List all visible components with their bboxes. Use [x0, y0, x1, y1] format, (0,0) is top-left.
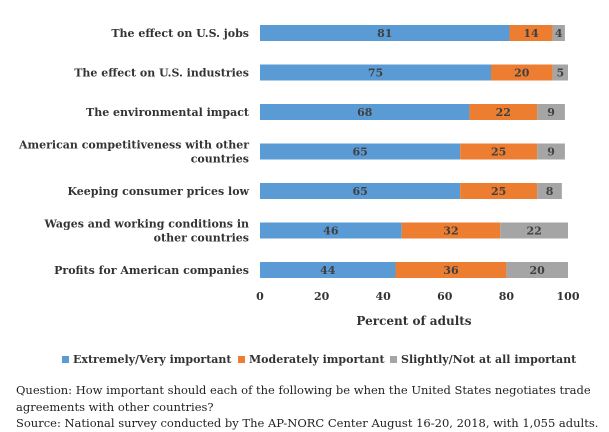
bar-wages-and-working-conditions-in-other-countries-slightly-not-at-all-important	[500, 222, 568, 239]
data-label-profits-for-american-companies-extremely-very-important: 44	[320, 264, 336, 277]
legend-label-slightly-not-at-all-important: Slightly/Not at all important	[401, 353, 577, 366]
data-label-the-environmental-impact-extremely-very-important: 68	[357, 106, 373, 119]
data-label-the-effect-on-u-s-industries-extremely-very-important: 75	[368, 67, 383, 80]
question-note: Question: How important should each of t…	[16, 383, 591, 414]
data-label-profits-for-american-companies-moderately-important: 36	[443, 264, 459, 277]
data-label-wages-and-working-conditions-in-other-countries-moderately-important: 32	[443, 225, 458, 238]
data-label-the-environmental-impact-moderately-important: 22	[496, 106, 511, 119]
category-label-american-competitiveness-with-other-countries: American competitiveness with other count…	[18, 139, 249, 166]
bar-the-environmental-impact-slightly-not-at-all-important	[537, 104, 565, 120]
bars: 81 14 4 75 20 5 68 22 9 65 25 9 65 25 8 46 32 22 44 36 20	[260, 25, 568, 278]
bar-wages-and-working-conditions-in-other-countries-extremely-very-important	[260, 222, 402, 239]
x-axis-title: Percent of adults	[356, 314, 471, 328]
data-label-the-environmental-impact-slightly-not-at-all-important: 9	[547, 106, 555, 119]
bar-the-environmental-impact-moderately-important	[469, 104, 538, 120]
category-label-wages-and-working-conditions-in-other-countries: Wages and working conditions in other cou…	[44, 218, 250, 245]
bar-wages-and-working-conditions-in-other-countries-moderately-important	[401, 222, 501, 239]
bar-the-effect-on-u-s-jobs-moderately-important	[509, 25, 553, 41]
data-label-wages-and-working-conditions-in-other-countries-slightly-not-at-all-important: 22	[526, 225, 541, 238]
data-label-keeping-consumer-prices-low-slightly-not-at-all-important: 8	[546, 185, 554, 198]
data-label-the-effect-on-u-s-jobs-extremely-very-important: 81	[377, 27, 392, 40]
bar-the-effect-on-u-s-industries-extremely-very-important	[260, 64, 491, 81]
data-label-wages-and-working-conditions-in-other-countries-extremely-very-important: 46	[323, 225, 339, 238]
bar-profits-for-american-companies-slightly-not-at-all-important	[506, 262, 568, 278]
bar-the-effect-on-u-s-industries-moderately-important	[491, 64, 553, 81]
x-tick-label-0: 0	[256, 290, 264, 303]
stacked-bar-chart: The effect on U.S. jobs The effect on U.S…	[18, 25, 580, 366]
legend-swatch-extremely-very-important	[62, 356, 69, 363]
data-label-keeping-consumer-prices-low-moderately-important: 25	[491, 185, 506, 198]
legend-swatch-moderately-important	[238, 356, 245, 363]
data-label-the-effect-on-u-s-industries-moderately-important: 20	[514, 67, 530, 80]
bar-the-environmental-impact-extremely-very-important	[260, 104, 470, 120]
x-tick-label-60: 60	[437, 290, 453, 303]
data-label-the-effect-on-u-s-jobs-slightly-not-at-all-important: 4	[555, 27, 563, 40]
source-note: Source: National survey conducted by The…	[16, 416, 599, 430]
data-label-keeping-consumer-prices-low-extremely-very-important: 65	[352, 185, 367, 198]
bar-the-effect-on-u-s-industries-slightly-not-at-all-important	[552, 64, 568, 81]
bar-keeping-consumer-prices-low-moderately-important	[460, 183, 538, 199]
x-tick-label-80: 80	[499, 290, 515, 303]
category-label-profits-for-american-companies: Profits for American companies	[54, 264, 249, 277]
data-label-profits-for-american-companies-slightly-not-at-all-important: 20	[530, 264, 546, 277]
bar-american-competitiveness-with-other-countries-extremely-very-important	[260, 143, 461, 160]
x-axis: 0 20 40 60 80 100	[256, 290, 580, 303]
category-label-the-effect-on-u-s-jobs: The effect on U.S. jobs	[111, 27, 249, 40]
data-label-american-competitiveness-with-other-countries-slightly-not-at-all-important: 9	[547, 146, 555, 159]
legend-label-moderately-important: Moderately important	[249, 353, 385, 366]
category-label-the-environmental-impact: The environmental impact	[86, 106, 250, 119]
data-label-the-effect-on-u-s-jobs-moderately-important: 14	[523, 27, 539, 40]
bar-american-competitiveness-with-other-countries-slightly-not-at-all-important	[537, 143, 565, 160]
bar-the-effect-on-u-s-jobs-slightly-not-at-all-important	[552, 25, 565, 41]
x-tick-label-20: 20	[314, 290, 330, 303]
x-tick-label-40: 40	[376, 290, 392, 303]
category-label-the-effect-on-u-s-industries: The effect on U.S. industries	[74, 67, 249, 80]
bar-the-effect-on-u-s-jobs-extremely-very-important	[260, 25, 510, 41]
data-label-american-competitiveness-with-other-countries-moderately-important: 25	[491, 146, 506, 159]
bar-profits-for-american-companies-extremely-very-important	[260, 262, 396, 278]
bar-keeping-consumer-prices-low-extremely-very-important	[260, 183, 461, 199]
legend: Extremely/Very important Moderately impor…	[62, 353, 577, 366]
bar-keeping-consumer-prices-low-slightly-not-at-all-important	[537, 183, 562, 199]
category-labels: The effect on U.S. jobs The effect on U.S…	[18, 27, 250, 277]
bar-american-competitiveness-with-other-countries-moderately-important	[460, 143, 538, 160]
legend-label-extremely-very-important: Extremely/Very important	[73, 353, 232, 366]
data-label-american-competitiveness-with-other-countries-extremely-very-important: 65	[352, 146, 367, 159]
data-label-the-effect-on-u-s-industries-slightly-not-at-all-important: 5	[556, 67, 564, 80]
legend-swatch-slightly-not-at-all-important	[390, 356, 397, 363]
category-label-keeping-consumer-prices-low: Keeping consumer prices low	[67, 185, 249, 198]
bar-profits-for-american-companies-moderately-important	[395, 262, 507, 278]
x-tick-label-100: 100	[557, 290, 580, 303]
